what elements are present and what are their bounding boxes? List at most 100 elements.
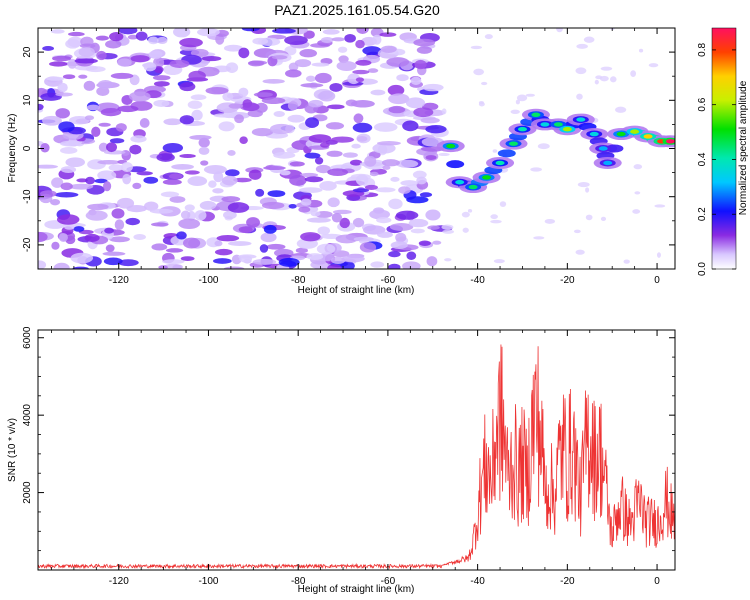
spectrogram-cells bbox=[38, 28, 675, 269]
colorbar-tick-label: 0.8 bbox=[697, 43, 708, 57]
spectrogram-x-label: Height of straight line (km) bbox=[298, 285, 415, 296]
heatmap-cell bbox=[179, 37, 203, 48]
heatmap-cell bbox=[42, 45, 55, 51]
heatmap-cell bbox=[91, 126, 101, 138]
heatmap-cell bbox=[252, 258, 277, 265]
heatmap-cell bbox=[162, 142, 184, 153]
colorbar-ticks: 0.0 0.2 0.4 0.6 0.8 bbox=[697, 43, 736, 276]
heatmap-cell bbox=[300, 198, 312, 206]
heatmap-cell bbox=[156, 153, 175, 162]
snr-background bbox=[38, 330, 675, 570]
heatmap-cell bbox=[576, 93, 583, 100]
heatmap-cell bbox=[517, 127, 527, 132]
heatmap-cell bbox=[379, 32, 397, 37]
spectrogram-x-tick-label: -120 bbox=[109, 275, 129, 286]
heatmap-cell bbox=[239, 136, 248, 145]
heatmap-cell bbox=[190, 48, 209, 58]
heatmap-cell bbox=[285, 69, 302, 78]
heatmap-cell bbox=[376, 141, 401, 146]
heatmap-cell bbox=[562, 127, 572, 132]
heatmap-cell bbox=[153, 81, 170, 87]
heatmap-cell bbox=[135, 31, 148, 41]
snr-y-tick-label: 6000 bbox=[22, 326, 33, 349]
heatmap-cell bbox=[490, 219, 502, 224]
heatmap-cell bbox=[388, 251, 401, 258]
heatmap-cell bbox=[648, 63, 659, 68]
heatmap-cell bbox=[616, 131, 626, 137]
spectrogram-x-tick-label: -60 bbox=[381, 275, 396, 286]
heatmap-cell bbox=[372, 142, 396, 154]
heatmap-cell bbox=[315, 164, 332, 174]
colorbar-tick-label: 0.6 bbox=[697, 97, 708, 111]
heatmap-cell bbox=[165, 248, 184, 253]
heatmap-cell bbox=[340, 261, 355, 269]
heatmap-cell bbox=[98, 122, 111, 127]
heatmap-cell bbox=[251, 127, 274, 137]
heatmap-cell bbox=[422, 83, 444, 92]
heatmap-cell bbox=[189, 135, 212, 140]
heatmap-cell bbox=[388, 198, 403, 210]
heatmap-cell bbox=[42, 115, 62, 126]
heatmap-cell bbox=[128, 91, 151, 102]
heatmap-cell bbox=[225, 169, 240, 177]
heatmap-cell bbox=[589, 131, 599, 137]
heatmap-cell bbox=[356, 133, 371, 144]
heatmap-cell bbox=[198, 137, 210, 148]
heatmap-cell bbox=[329, 82, 343, 92]
heatmap-cell bbox=[576, 117, 586, 122]
heatmap-cell bbox=[633, 164, 643, 170]
heatmap-cell bbox=[402, 120, 419, 132]
heatmap-cell bbox=[111, 208, 125, 219]
heatmap-cell bbox=[163, 118, 182, 126]
heatmap-cell bbox=[266, 243, 286, 250]
heatmap-cell bbox=[208, 180, 217, 188]
heatmap-cell bbox=[327, 168, 349, 176]
spectrogram-x-tick-label: -20 bbox=[560, 275, 575, 286]
heatmap-cell bbox=[67, 31, 85, 37]
heatmap-cell bbox=[455, 180, 465, 185]
heatmap-cell bbox=[335, 234, 358, 244]
heatmap-cell bbox=[95, 35, 109, 41]
heatmap-cell bbox=[298, 206, 311, 213]
heatmap-cell bbox=[72, 266, 89, 269]
heatmap-cell bbox=[85, 210, 108, 221]
spectrogram-x-tick-label: -40 bbox=[470, 275, 485, 286]
heatmap-cell bbox=[326, 150, 343, 157]
snr-series-line bbox=[38, 344, 675, 570]
snr-y-tick-label: 4000 bbox=[22, 404, 33, 427]
figure-title: PAZ1.2025.161.05.54.G20 bbox=[274, 2, 440, 18]
heatmap-cell bbox=[162, 259, 185, 265]
heatmap-cell bbox=[352, 122, 373, 133]
heatmap-cell bbox=[241, 28, 260, 32]
heatmap-cell bbox=[83, 80, 96, 91]
heatmap-cell bbox=[122, 173, 132, 185]
heatmap-cell bbox=[38, 103, 44, 111]
heatmap-cell bbox=[78, 47, 95, 57]
heatmap-cell bbox=[179, 115, 194, 125]
heatmap-cell bbox=[299, 187, 323, 193]
heatmap-cell bbox=[382, 165, 391, 170]
heatmap-cell bbox=[104, 227, 114, 234]
heatmap-cell bbox=[341, 255, 365, 263]
heatmap-cell bbox=[327, 197, 340, 208]
snr-y-tick-label: 2000 bbox=[22, 481, 33, 504]
heatmap-cell bbox=[446, 160, 465, 169]
heatmap-cell bbox=[121, 162, 133, 172]
heatmap-cell bbox=[130, 55, 150, 63]
heatmap-cell bbox=[623, 259, 630, 264]
heatmap-cell bbox=[255, 188, 265, 197]
heatmap-cell bbox=[585, 187, 590, 193]
heatmap-cell bbox=[58, 121, 75, 133]
heatmap-cell bbox=[190, 94, 207, 101]
heatmap-cell bbox=[212, 188, 224, 194]
heatmap-cell bbox=[49, 61, 68, 67]
heatmap-cell bbox=[187, 100, 203, 110]
heatmap-cell bbox=[248, 169, 262, 180]
heatmap-cell bbox=[96, 50, 107, 61]
heatmap-cell bbox=[252, 37, 269, 45]
heatmap-cell bbox=[377, 231, 393, 238]
heatmap-cell bbox=[600, 66, 613, 71]
heatmap-cell bbox=[130, 135, 147, 143]
heatmap-cell bbox=[656, 252, 661, 258]
